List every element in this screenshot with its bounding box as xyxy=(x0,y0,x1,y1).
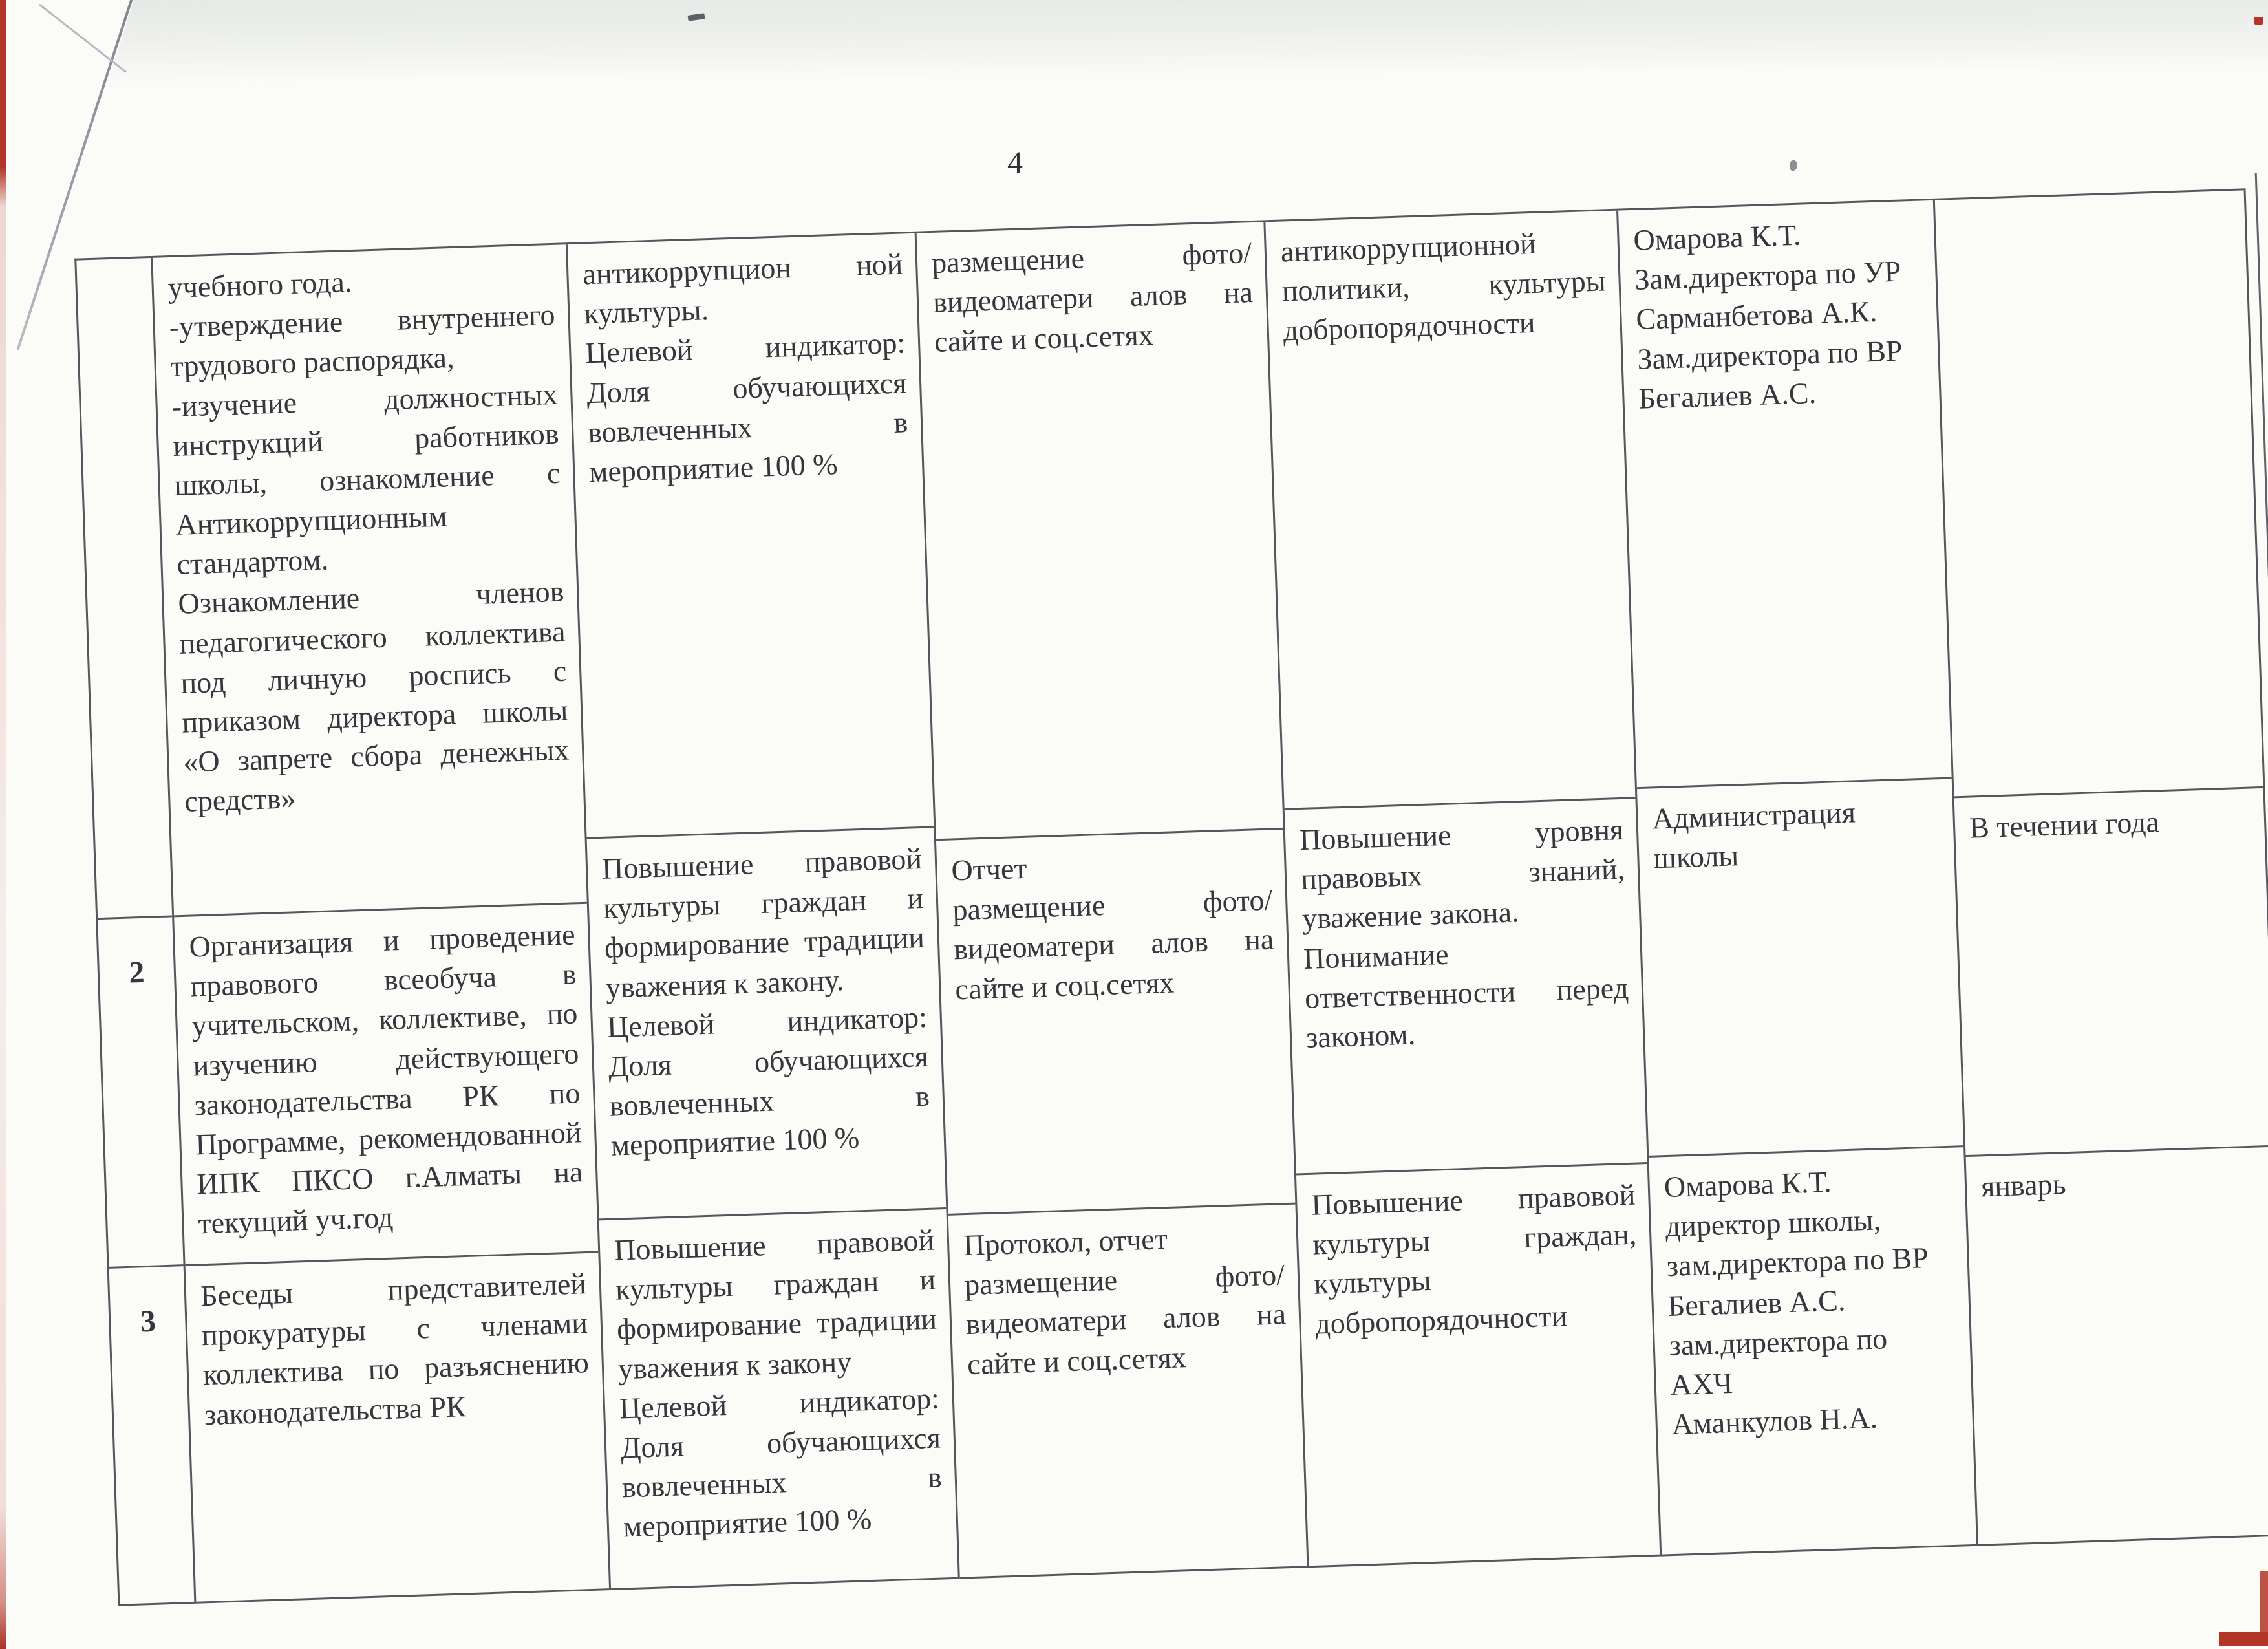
col-responsible: Омарова К.Т. Зам.директора по УР Сарманб… xyxy=(1618,200,1979,1557)
scanner-mark-bottom-right xyxy=(2219,1632,2268,1646)
cell-indicator-row1: антикоррупцион ной культуры. Целевой инд… xyxy=(567,233,934,839)
cell-report-form-row1: размещение фото/видеоматери алов на сайт… xyxy=(916,222,1283,841)
cell-responsible-row1: Омарова К.Т. Зам.директора по УР Сарманб… xyxy=(1618,200,1952,790)
scanner-edge-left xyxy=(0,0,6,1649)
col-timeframe: В течении года январь xyxy=(1934,190,2268,1546)
cell-indicator-row2: Повышение правовой культуры граждан и фо… xyxy=(586,828,947,1221)
cell-report-form-row2: Отчет размещение фото/видеоматери алов н… xyxy=(936,829,1296,1216)
cell-responsible-row3: Омарова К.Т. директор школы, зам.директо… xyxy=(1649,1147,1977,1557)
cell-responsible-row2: Администрация школы xyxy=(1636,779,1964,1158)
cell-timeframe-row2: В течении года xyxy=(1954,788,2268,1158)
col-target-indicator: антикоррупцион ной культуры. Целевой инд… xyxy=(567,233,960,1591)
cell-number-row3: 3 xyxy=(109,1266,195,1606)
col-expected-result: антикоррупционной политики, культуры доб… xyxy=(1265,210,1662,1568)
cell-activity-row3: Беседы представителей прокуратуры с член… xyxy=(185,1253,610,1604)
page-number: 4 xyxy=(1007,146,1023,180)
scan-shadow-band xyxy=(45,0,2268,85)
scanner-mark-top-right xyxy=(2254,17,2263,25)
cell-number-row2: 2 xyxy=(98,917,184,1269)
col-activity: учебного года. -утверждение внутреннего … xyxy=(153,244,612,1604)
cell-result-row3: Повышение правовой культуры граждан, кул… xyxy=(1296,1163,1660,1568)
cell-indicator-row3: Повышение правовой культуры граждан и фо… xyxy=(599,1209,958,1591)
cell-timeframe-row3: январь xyxy=(1965,1147,2268,1546)
action-plan-table: 2 3 учебного года. -утверждение внутренн… xyxy=(74,188,2268,1606)
cell-report-form-row3: Протокол, отчет размещение фото/видеомат… xyxy=(948,1204,1307,1579)
cell-activity-row2: Организация и проведение правового всеоб… xyxy=(174,903,599,1267)
cell-result-row1: антикоррупционной политики, культуры доб… xyxy=(1265,210,1636,810)
cell-activity-row1: учебного года. -утверждение внутреннего … xyxy=(153,244,587,918)
scan-speck-middle xyxy=(1790,160,1797,171)
col-report-form: размещение фото/видеоматери алов на сайт… xyxy=(916,222,1309,1579)
cell-result-row2: Повышение уровня правовых знаний, уважен… xyxy=(1284,799,1647,1176)
scanner-mark-right-edge xyxy=(2260,1571,2268,1636)
cell-timeframe-row1 xyxy=(1934,190,2263,799)
